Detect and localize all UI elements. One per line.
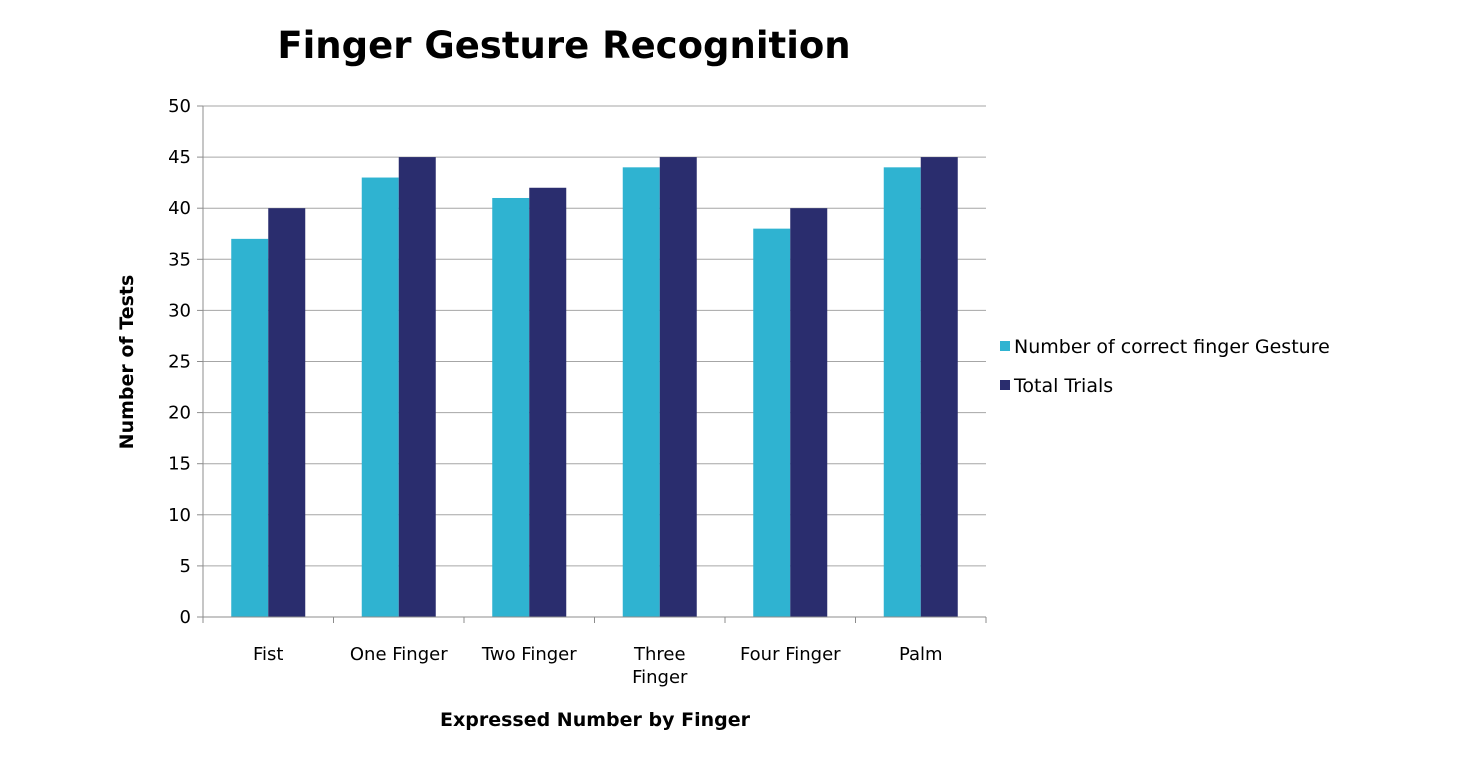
legend-swatch bbox=[1000, 380, 1010, 390]
x-tick-label: Palm bbox=[899, 644, 943, 665]
legend-label: Total Trials bbox=[1013, 375, 1113, 397]
bar-total-0 bbox=[268, 208, 306, 617]
legend-swatch bbox=[1000, 341, 1010, 351]
x-tick-label: Two Finger bbox=[481, 644, 577, 665]
bar-correct-5 bbox=[883, 167, 921, 617]
x-tick-label: Finger bbox=[632, 667, 688, 688]
bar-correct-1 bbox=[361, 177, 399, 618]
y-tick-label: 20 bbox=[168, 403, 191, 424]
y-tick-label: 40 bbox=[168, 198, 191, 219]
y-tick-label: 25 bbox=[168, 352, 191, 373]
bars bbox=[231, 157, 958, 618]
y-axis-title: Number of Tests bbox=[116, 275, 138, 450]
y-tick-label: 30 bbox=[168, 300, 191, 321]
y-tick-label: 10 bbox=[168, 505, 191, 526]
y-tick-label: 5 bbox=[180, 556, 191, 577]
bar-total-4 bbox=[790, 208, 828, 617]
bar-total-5 bbox=[920, 157, 958, 617]
bar-correct-4 bbox=[753, 228, 791, 617]
x-tick-label: Four Finger bbox=[740, 644, 841, 665]
x-axis-title: Expressed Number by Finger bbox=[440, 709, 751, 731]
chart-title: Finger Gesture Recognition bbox=[277, 24, 850, 67]
legend-label: Number of correct finger Gesture bbox=[1014, 336, 1330, 358]
y-tick-labels: 0 5 10 15 20 25 30 35 40 45 50 bbox=[168, 96, 191, 628]
bar-correct-0 bbox=[231, 238, 269, 618]
axes bbox=[197, 105, 987, 623]
legend: Number of correct finger Gesture Total Tr… bbox=[1000, 336, 1330, 397]
x-tick-label: Three bbox=[633, 644, 686, 665]
bar-total-3 bbox=[659, 157, 697, 617]
x-tick-label: Fist bbox=[253, 644, 283, 665]
bar-correct-2 bbox=[492, 197, 530, 618]
x-tick-label: One Finger bbox=[350, 644, 448, 665]
bar-total-2 bbox=[529, 187, 567, 617]
y-tick-label: 35 bbox=[168, 249, 191, 270]
y-tick-label: 15 bbox=[168, 454, 191, 475]
bar-total-1 bbox=[398, 157, 436, 617]
y-tick-label: 50 bbox=[168, 96, 191, 117]
y-tick-label: 45 bbox=[168, 147, 191, 168]
bar-correct-3 bbox=[622, 167, 660, 617]
y-tick-label: 0 bbox=[180, 607, 191, 628]
grid-lines bbox=[203, 105, 986, 567]
